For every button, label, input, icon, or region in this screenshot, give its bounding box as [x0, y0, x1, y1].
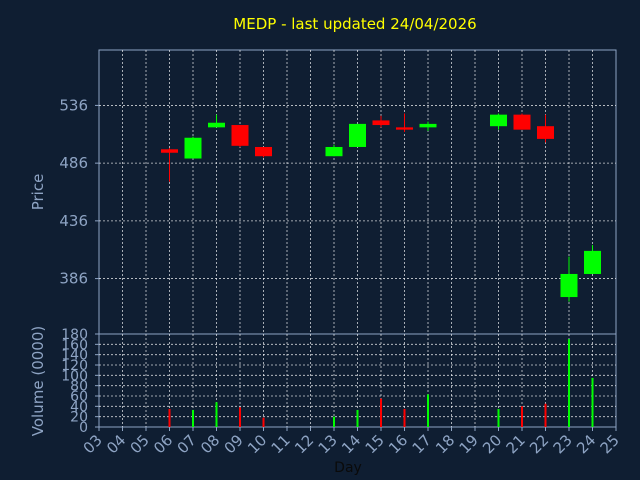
price-tick-label: 486 [59, 154, 88, 172]
x-tick-label: 10 [244, 431, 270, 457]
volume-axis-label: Volume (0000) [29, 326, 47, 436]
x-tick-label: 12 [291, 431, 317, 457]
volume-bar [168, 408, 171, 427]
x-axis: 0304050607080910111213141516171819202122… [80, 427, 623, 457]
volume-bar [356, 409, 359, 427]
volume-bar [380, 398, 382, 427]
volume-bar [521, 406, 523, 427]
candle-body [490, 114, 507, 127]
candle-body [255, 146, 272, 157]
x-tick-label: 09 [221, 431, 247, 457]
candle-body [325, 146, 343, 157]
chart-title: MEDP - last updated 24/04/2026 [233, 15, 476, 33]
x-tick-label: 24 [573, 431, 599, 457]
x-tick-label: 14 [338, 431, 364, 457]
volume-bar [215, 402, 218, 427]
candle-body [537, 126, 554, 139]
volume-bar [591, 377, 594, 427]
candle-body [184, 137, 202, 159]
x-tick-label: 21 [503, 431, 529, 457]
volume-bar [497, 408, 500, 427]
volume-tick-label: 60 [70, 389, 88, 405]
x-tick-label: 07 [174, 431, 200, 457]
x-tick-label: 20 [479, 431, 505, 457]
x-tick-label: 13 [315, 431, 341, 457]
x-tick-label: 11 [268, 431, 294, 457]
x-tick-label: 17 [409, 431, 435, 457]
candle-body [161, 149, 178, 153]
x-tick-label: 16 [385, 431, 411, 457]
x-tick-label: 18 [432, 431, 458, 457]
volume-bar [568, 339, 570, 427]
candle-body [372, 120, 390, 126]
volume-tick-label: 140 [61, 348, 88, 364]
x-tick-label: 08 [197, 431, 223, 457]
candle-body [419, 123, 437, 128]
volume-tick-label: 0 [79, 420, 88, 436]
volume-bar [239, 407, 241, 427]
x-tick-label: 06 [150, 431, 176, 457]
volume-tick-label: 40 [70, 399, 88, 415]
price-tick-label: 536 [59, 96, 88, 114]
price-tick-label: 436 [59, 212, 88, 230]
x-tick-label: 22 [526, 431, 552, 457]
volume-bar [262, 417, 265, 427]
candle-body [349, 123, 366, 147]
x-tick-label: 23 [550, 431, 576, 457]
x-tick-label: 25 [597, 431, 623, 457]
candle-body [231, 125, 249, 146]
x-axis-label: Day [334, 460, 362, 476]
price-tick-label: 386 [59, 270, 88, 288]
candle-body [560, 273, 578, 298]
candle-body [208, 122, 225, 128]
volume-tick-label: 160 [61, 337, 88, 353]
price-axis-label: Price [29, 174, 47, 211]
volume-bar [192, 409, 194, 427]
volume-tick-label: 120 [61, 358, 88, 374]
volume-bar [333, 416, 335, 427]
x-tick-label: 19 [456, 431, 482, 457]
volume-tick-label: 180 [61, 327, 88, 343]
candle-body [584, 250, 601, 274]
volume-tick-label: 20 [70, 410, 88, 426]
volume-bar [427, 394, 429, 427]
volume-bar [544, 403, 547, 427]
price-panel: 386 436 486 536 [59, 49, 617, 335]
candle-body [396, 127, 413, 130]
x-tick-label: 15 [362, 431, 388, 457]
volume-tick-label: 100 [61, 368, 88, 384]
volume-tick-label: 80 [70, 379, 88, 395]
volume-bar [403, 408, 406, 427]
candle-body [513, 114, 531, 130]
x-tick-label: 05 [127, 431, 153, 457]
x-tick-label: 04 [103, 431, 129, 457]
